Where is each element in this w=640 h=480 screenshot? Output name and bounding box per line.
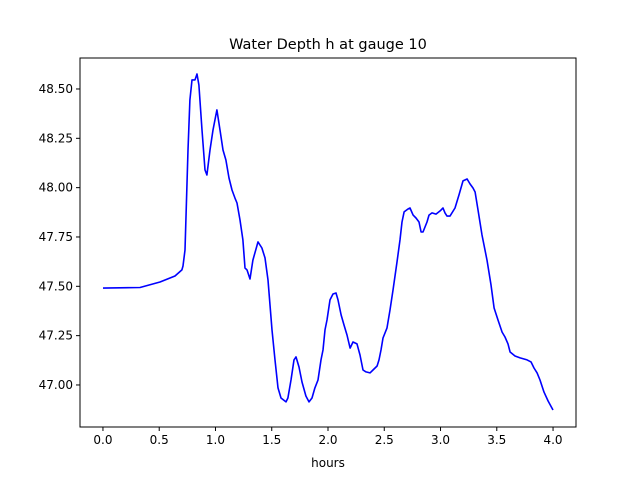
chart-title: Water Depth h at gauge 10 (229, 37, 427, 53)
x-tick-label: 3.5 (487, 433, 506, 447)
x-tick-label: 2.0 (318, 433, 337, 447)
y-tick-label: 48.00 (39, 181, 73, 195)
x-tick-label: 1.0 (206, 433, 225, 447)
y-tick-label: 47.75 (39, 230, 73, 244)
y-tick-label: 47.00 (39, 378, 73, 392)
y-tick-label: 47.50 (39, 279, 73, 293)
x-axis-label: hours (311, 456, 345, 470)
series-line-h (102, 73, 554, 411)
x-tick-label: 4.0 (543, 433, 562, 447)
y-tick-label: 48.50 (39, 82, 73, 96)
x-tick-label: 1.5 (262, 433, 281, 447)
x-tick-label: 0.5 (150, 433, 169, 447)
x-tick-label: 2.5 (375, 433, 394, 447)
y-axis-ticks: 47.00 47.25 47.50 47.75 48.00 48.25 48.50 (39, 82, 80, 392)
y-tick-label: 48.25 (39, 131, 73, 145)
y-tick-label: 47.25 (39, 329, 73, 343)
plot-frame (79, 57, 577, 428)
x-axis-ticks: 0.0 0.5 1.0 1.5 2.0 2.5 3.0 3.5 4.0 (93, 427, 563, 447)
x-tick-label: 3.0 (431, 433, 450, 447)
x-tick-label: 0.0 (93, 433, 112, 447)
